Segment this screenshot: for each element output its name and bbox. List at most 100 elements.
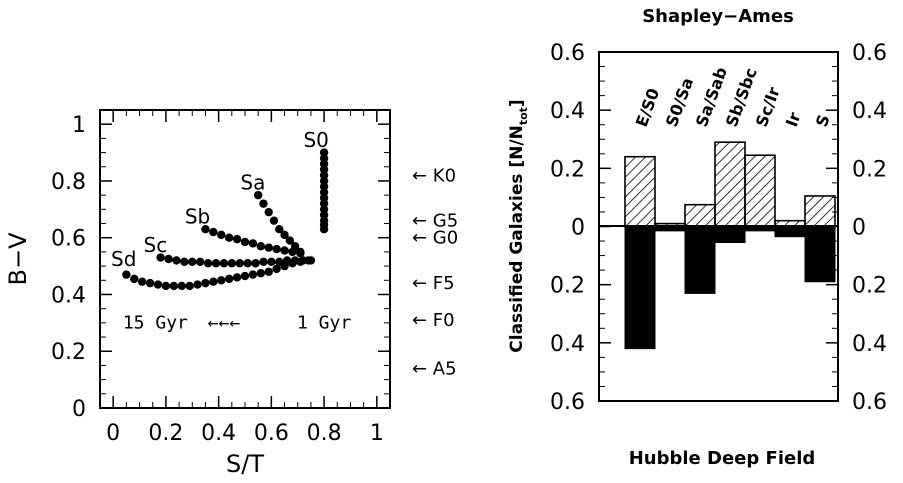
right-y-tick-label-left: 0.6	[550, 390, 585, 415]
point-s0	[319, 225, 329, 234]
point-sc	[227, 259, 237, 268]
point-sd	[280, 261, 289, 271]
point-sd	[193, 280, 202, 289]
right-y-tick-label-right: 0.2	[852, 157, 887, 182]
point-sd	[153, 280, 163, 289]
spectral-marker: ← A5	[412, 358, 457, 379]
point-sc	[188, 257, 197, 267]
point-sd	[304, 256, 313, 265]
right-y-tick-label-left: 0.4	[550, 99, 585, 124]
point-sd	[232, 273, 242, 282]
category-label: S	[812, 112, 834, 129]
point-sd	[161, 281, 171, 291]
left-y-tick-label: 0.4	[51, 283, 86, 308]
bar-hubble-deep-field	[804, 226, 836, 283]
category-label: Ir	[782, 110, 805, 130]
classified-galaxies-chart: Shapley−Ames 0.6 0.60.4 0.40.2 0.20 00.2 0.20…	[507, 6, 887, 469]
bar-hubble-deep-field	[684, 226, 716, 294]
point-sa	[280, 230, 289, 240]
bar-shapley-ames	[684, 203, 716, 228]
point-sb	[240, 237, 250, 247]
point-sd	[177, 281, 186, 291]
point-sc	[156, 253, 165, 262]
right-y-tick-label-right: 0.4	[852, 332, 887, 357]
left-annotation: Sb	[185, 205, 210, 229]
left-y-tick-label: 0.8	[51, 170, 86, 195]
left-annotation: Sc	[144, 233, 168, 257]
left-data-points	[122, 148, 329, 291]
point-sc	[235, 259, 244, 268]
left-annotation: 15 Gyr	[123, 313, 188, 334]
bar-hubble-deep-field	[654, 226, 686, 232]
point-sc	[243, 259, 252, 268]
point-sa	[275, 225, 284, 234]
point-sb	[248, 239, 258, 248]
left-annotation: ←←←	[208, 313, 241, 334]
point-sd	[224, 274, 234, 284]
left-x-tick-label: 0.8	[307, 421, 342, 446]
right-y-tick-label-left: 0.2	[550, 157, 585, 182]
point-sb	[288, 247, 297, 257]
left-x-tick-label: 0.6	[254, 421, 289, 446]
y-label-sub: tot	[517, 107, 530, 125]
right-y-tick-label-right: 0.4	[852, 99, 887, 124]
spectral-marker: ← K0	[412, 165, 456, 186]
point-sd	[217, 276, 226, 285]
point-sd	[145, 278, 155, 288]
point-sc	[267, 257, 276, 267]
left-annotation: S0	[303, 128, 328, 152]
left-y-tick-label: 0.6	[51, 227, 86, 252]
point-sd	[137, 277, 147, 286]
point-sd	[209, 277, 218, 286]
left-ticks	[100, 110, 390, 409]
bar-hubble-deep-field	[774, 226, 806, 238]
point-sd	[122, 270, 131, 279]
right-tick-labels: 0.6 0.6 0.4 0.4 0.2 0.2 0 0 0.2 0.2 0.4 0.4 0.6 0.6	[550, 41, 887, 415]
point-sc	[251, 259, 260, 268]
point-sa	[253, 190, 263, 200]
point-sb	[296, 249, 305, 258]
point-sc	[195, 257, 205, 267]
spectral-marker: ← F5	[412, 273, 455, 294]
right-y-tick-label-right: 0	[852, 216, 866, 241]
point-sb	[201, 225, 210, 234]
point-sb	[232, 234, 242, 244]
point-sc	[211, 259, 221, 268]
point-sd	[169, 281, 179, 291]
bar-hubble-deep-field	[744, 226, 776, 232]
bar-shapley-ames	[714, 141, 746, 228]
left-x-tick-label: 1	[370, 421, 384, 446]
point-sb	[280, 246, 289, 255]
point-sd	[296, 257, 305, 267]
point-sc	[259, 257, 268, 267]
point-sa	[285, 236, 295, 245]
point-sb	[272, 244, 281, 254]
left-annotation: Sd	[111, 247, 136, 271]
left-x-tick-label: 0	[106, 421, 120, 446]
spectral-type-markers: ← K0 ← G5← G0 ← F5 ← F0 ← A5	[412, 165, 458, 379]
right-y-axis-label: Classified Galaxies [N/Ntot]	[507, 99, 530, 352]
left-x-tick-label: 0.2	[148, 421, 183, 446]
right-bars	[624, 141, 836, 350]
point-sa	[259, 199, 268, 208]
point-sc	[180, 257, 189, 267]
left-annotation: Sa	[240, 170, 265, 194]
category-label: Sc/Ir	[752, 85, 784, 130]
point-sd	[130, 274, 139, 284]
point-sd	[256, 268, 266, 278]
right-y-tick-label-right: 0.6	[852, 41, 887, 66]
point-sd	[201, 278, 210, 288]
right-x-axis-label: Hubble Deep Field	[629, 448, 816, 469]
point-sb	[217, 230, 226, 240]
right-y-tick-label-left: 0.4	[550, 332, 585, 357]
left-y-tick-label: 0	[72, 397, 86, 422]
point-sd	[272, 264, 281, 274]
left-y-tick-label: 1	[72, 113, 86, 138]
point-sd	[264, 267, 273, 276]
y-label-close: ]	[507, 99, 527, 107]
left-y-axis-label: B−V	[4, 232, 32, 286]
point-sb	[264, 243, 273, 252]
left-annotations: S0 Sa Sb Sc Sd 15 Gyr ←←← 1 Gyr	[111, 128, 351, 334]
left-x-tick-label: 0.4	[201, 421, 236, 446]
